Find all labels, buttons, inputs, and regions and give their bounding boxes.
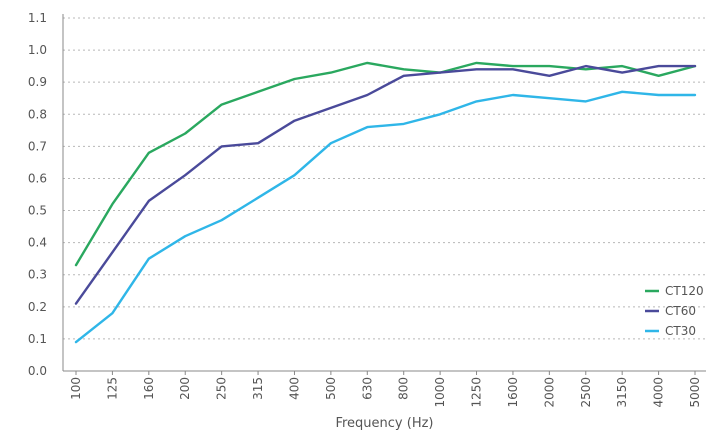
y-tick-label: 0.3 <box>28 268 47 282</box>
axes <box>62 14 706 375</box>
x-tick-label: 1000 <box>433 377 447 408</box>
series-lines <box>74 61 697 344</box>
series-line-ct120 <box>74 61 697 267</box>
x-tick-label: 1250 <box>470 377 484 408</box>
series-line-ct60 <box>74 64 697 305</box>
x-tick-label: 315 <box>251 377 265 400</box>
x-tick-label: 200 <box>178 377 192 400</box>
y-tick-label: 1.1 <box>28 11 47 25</box>
x-tick-label: 2000 <box>542 377 556 408</box>
y-tick-label: 0.4 <box>28 236 47 250</box>
y-tick-labels: 0.0 0.1 0.2 0.3 0.4 0.5 0.6 0.7 0.8 0.9 1.0 1.1 <box>28 11 47 378</box>
y-tick-label: 0.7 <box>28 139 47 153</box>
y-tick-label: 0.6 <box>28 171 47 185</box>
x-tick-label: 3150 <box>615 377 629 408</box>
x-tick-labels: 100 125 160 200 250 315 400 500 630 800 1000 1250 16… <box>69 377 702 408</box>
y-tick-label: 0.9 <box>28 75 47 89</box>
y-tick-label: 0.1 <box>28 332 47 346</box>
x-tick-label: 400 <box>287 377 301 400</box>
gridlines <box>63 17 706 340</box>
x-tick-label: 100 <box>69 377 83 400</box>
x-tick-label: 160 <box>142 377 156 400</box>
legend-label: CT30 <box>665 324 696 338</box>
x-tick-label: 4000 <box>652 377 666 408</box>
y-tick-label: 1.0 <box>28 43 47 57</box>
y-tick-label: 0.0 <box>28 364 47 378</box>
y-tick-label: 0.2 <box>28 300 47 314</box>
x-axis-title: Frequency (Hz) <box>335 416 433 431</box>
legend: CT120 CT60 CT30 <box>645 284 704 338</box>
series-line-ct30 <box>74 90 697 344</box>
x-tick-label: 500 <box>324 377 338 400</box>
legend-label: CT120 <box>665 284 704 298</box>
x-tick-label: 125 <box>105 377 119 400</box>
x-tick-label: 800 <box>397 377 411 400</box>
y-tick-label: 0.5 <box>28 204 47 218</box>
x-tick-label: 5000 <box>688 377 702 408</box>
x-tick-label: 1600 <box>506 377 520 408</box>
legend-label: CT60 <box>665 304 696 318</box>
y-tick-label: 0.8 <box>28 107 47 121</box>
x-tick-label: 250 <box>215 377 229 400</box>
x-tick-label: 630 <box>360 377 374 400</box>
x-tick-label: 2500 <box>579 377 593 408</box>
